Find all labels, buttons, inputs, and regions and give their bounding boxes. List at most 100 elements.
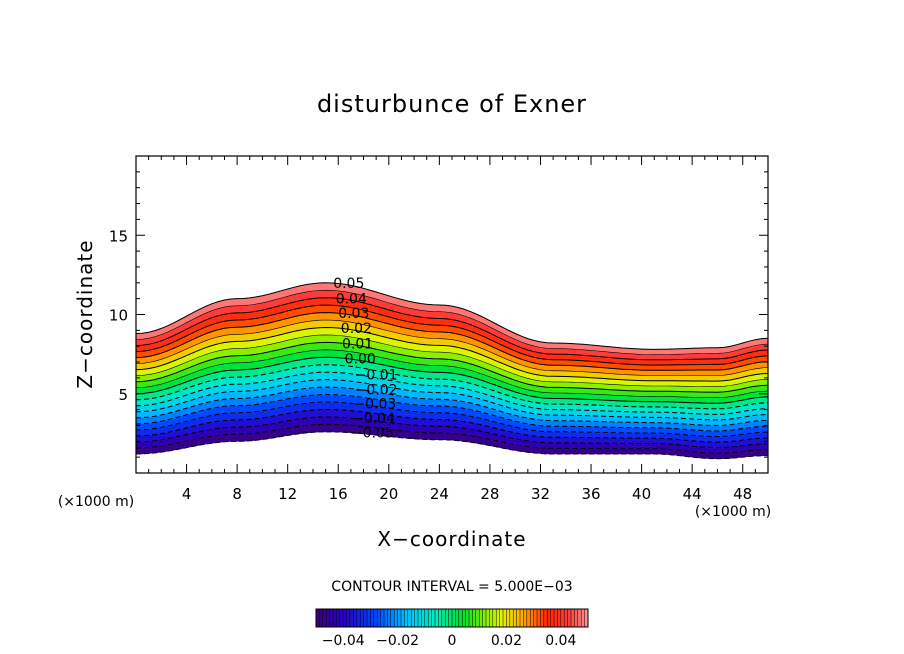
colorbar-segment bbox=[567, 609, 572, 627]
colorbar-segment bbox=[390, 609, 395, 627]
colorbar-segment bbox=[445, 609, 449, 627]
colorbar-segment bbox=[377, 609, 381, 627]
contour-fills bbox=[136, 282, 768, 460]
y-tick-labels: 5 10 15 bbox=[109, 227, 128, 403]
x-tick-label: 24 bbox=[430, 485, 449, 503]
contour-label: 0.02 bbox=[341, 321, 372, 337]
colorbar-segment bbox=[509, 609, 514, 627]
colorbar-segment bbox=[571, 609, 575, 627]
colorbar-segment bbox=[537, 609, 541, 627]
contour-line bbox=[136, 312, 768, 371]
x-tick-label: 48 bbox=[733, 485, 752, 503]
x-tick-label: 8 bbox=[232, 485, 242, 503]
colorbar-segment bbox=[472, 609, 476, 627]
colorbar-segment bbox=[452, 609, 456, 627]
colorbar-tick-label: 0.02 bbox=[491, 633, 522, 649]
colorbar-segment bbox=[482, 609, 487, 627]
colorbar-segment bbox=[516, 609, 521, 627]
colorbar-segment bbox=[458, 609, 463, 627]
contour-line bbox=[136, 319, 768, 376]
x-tick-labels: 4 8 12 16 20 24 28 32 36 40 44 48 bbox=[182, 485, 752, 503]
colorbar-segment bbox=[373, 609, 378, 627]
colorbar-segment bbox=[350, 609, 354, 627]
contour-label: 0.01 bbox=[342, 337, 373, 353]
colorbar-segment bbox=[557, 609, 561, 627]
colorbar-segment bbox=[384, 609, 388, 627]
colorbar-segment bbox=[581, 609, 585, 627]
x-tick-label: 20 bbox=[379, 485, 398, 503]
colorbar-segment bbox=[540, 609, 544, 627]
colorbar-segment bbox=[520, 609, 524, 627]
colorbar-segment bbox=[316, 609, 320, 627]
colorbar-segment bbox=[387, 609, 391, 627]
colorbar-segment bbox=[564, 609, 568, 627]
colorbar-segment bbox=[411, 609, 415, 627]
x-tick-label: 28 bbox=[480, 485, 499, 503]
contour-label: −0.03 bbox=[353, 396, 396, 412]
y-tick-label: 10 bbox=[109, 307, 128, 325]
colorbar-segment bbox=[486, 609, 490, 627]
colorbar-segment bbox=[353, 609, 357, 627]
colorbar-segment bbox=[322, 609, 327, 627]
contour-label: −0.05 bbox=[351, 426, 394, 442]
colorbar-segment bbox=[441, 609, 446, 627]
colorbar-segment bbox=[319, 609, 323, 627]
contour-label: 0.04 bbox=[336, 291, 367, 307]
contour-line bbox=[136, 341, 768, 393]
x-tick-label: 36 bbox=[581, 485, 600, 503]
colorbar-segment bbox=[523, 609, 527, 627]
contour-line bbox=[136, 423, 768, 454]
colorbar-segment bbox=[499, 609, 504, 627]
x-tick-label: 16 bbox=[329, 485, 348, 503]
x-tick-label: 12 bbox=[278, 485, 297, 503]
colorbar-segment bbox=[397, 609, 402, 627]
colorbar-segment bbox=[404, 609, 408, 627]
colorbar-segment bbox=[326, 609, 330, 627]
colorbar-segment bbox=[479, 609, 483, 627]
colorbar-segment bbox=[339, 609, 344, 627]
colorbar-segment bbox=[455, 609, 459, 627]
colorbar-segment bbox=[513, 609, 517, 627]
colorbar-segment bbox=[329, 609, 334, 627]
x-tick-label: 44 bbox=[683, 485, 702, 503]
colorbar-segment bbox=[496, 609, 500, 627]
y-tick-label: 15 bbox=[109, 227, 128, 245]
y-tick-label: 5 bbox=[118, 386, 128, 404]
y-axis-label: Z−coordinate bbox=[73, 239, 97, 388]
colorbar-segment bbox=[414, 609, 419, 627]
x-axis-label: X−coordinate bbox=[377, 527, 526, 551]
colorbar-segment bbox=[418, 609, 422, 627]
contour-line bbox=[136, 408, 768, 443]
contour-line bbox=[136, 282, 768, 350]
colorbar-segment bbox=[448, 609, 453, 627]
colorbar-segment bbox=[401, 609, 405, 627]
contour-interval-text: CONTOUR INTERVAL = 5.000E−03 bbox=[331, 579, 572, 595]
colorbar-segment bbox=[469, 609, 473, 627]
colorbar-segment bbox=[424, 609, 429, 627]
contour-line bbox=[136, 349, 768, 398]
colorbar-segment bbox=[336, 609, 340, 627]
colorbar-segment bbox=[560, 609, 565, 627]
contour-label: −0.04 bbox=[352, 411, 395, 427]
colorbar-segment bbox=[584, 609, 589, 627]
contour-labels: 0.050.040.030.020.010.00−0.01−0.02−0.03−… bbox=[333, 276, 397, 442]
contour-line bbox=[136, 326, 768, 382]
colorbar-segment bbox=[530, 609, 534, 627]
x-tick-label: 32 bbox=[531, 485, 550, 503]
contour-line bbox=[136, 431, 768, 460]
colorbar-segment bbox=[550, 609, 555, 627]
x-tick-label: 4 bbox=[182, 485, 192, 503]
axis-ticks bbox=[136, 156, 768, 473]
colorbar-segment bbox=[363, 609, 368, 627]
colorbar bbox=[315, 608, 589, 628]
contour-line bbox=[136, 416, 768, 449]
colorbar-segment bbox=[577, 609, 582, 627]
colorbar-segment bbox=[380, 609, 385, 627]
colorbar-segment bbox=[421, 609, 425, 627]
colorbar-segment bbox=[431, 609, 436, 627]
colorbar-segment bbox=[554, 609, 558, 627]
contour-line bbox=[136, 379, 768, 421]
contour-line bbox=[136, 304, 768, 366]
colorbar-segment bbox=[543, 609, 548, 627]
colorbar-segment bbox=[356, 609, 361, 627]
